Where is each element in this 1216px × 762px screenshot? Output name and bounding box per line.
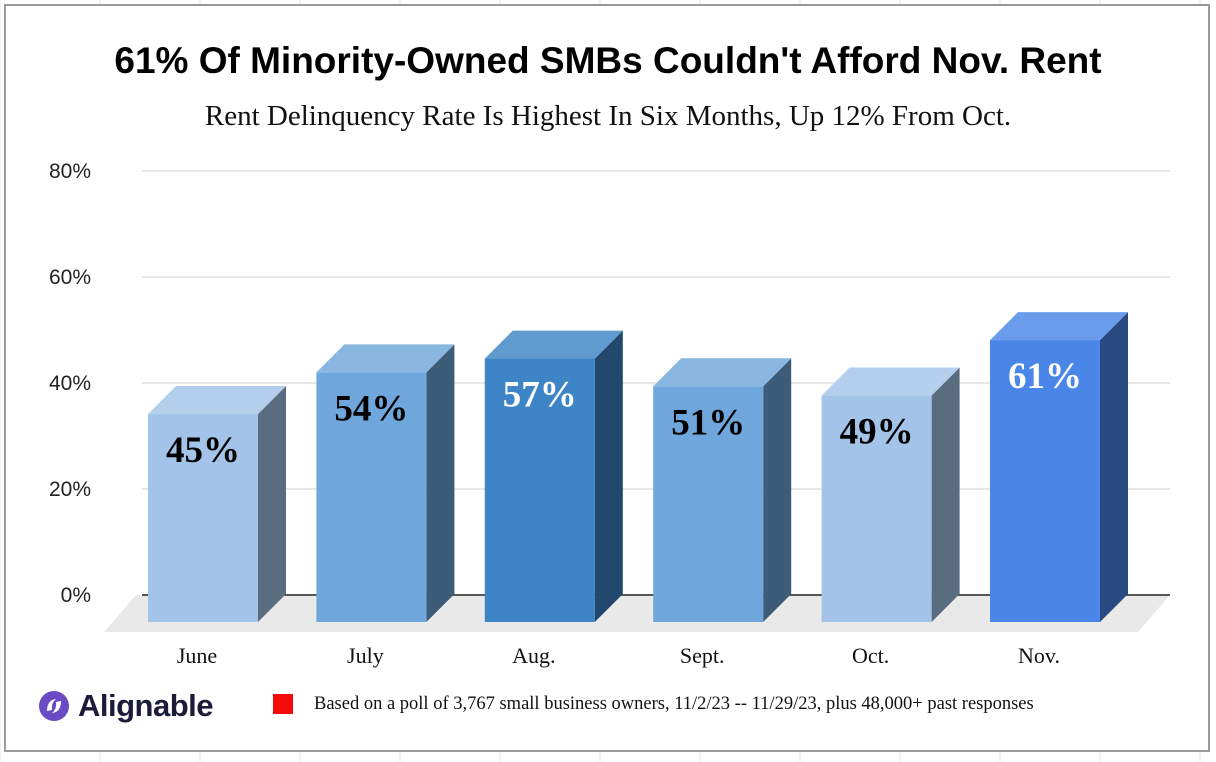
x-tick-label: Oct. [852,643,889,668]
alignable-logo-icon [39,691,69,721]
bar-top [821,367,960,396]
x-tick-label: Sept. [680,643,725,668]
alignable-logo-text: Alignable [78,688,214,723]
data-label: 54% [334,388,408,429]
bar-side [763,358,792,622]
data-label: 57% [503,375,577,416]
bar-side [594,330,623,622]
data-label: 61% [1008,356,1082,397]
bar [484,358,595,622]
y-tick-label: 40% [49,372,91,395]
bar-side [426,344,455,622]
footnote-swatch [273,694,293,714]
bar [148,414,258,622]
bar-top [990,312,1128,341]
x-tick-label: June [177,643,217,668]
alignable-logo: Alignable [38,686,214,726]
y-tick-label: 60% [49,266,91,289]
bar-side [258,386,286,622]
y-tick-label: 20% [49,478,91,501]
footnote-text: Based on a poll of 3,767 small business … [314,693,1034,714]
bar-side [1100,312,1128,622]
y-tick-label: 80% [49,160,91,183]
chart-subtitle: Rent Delinquency Rate Is Highest In Six … [204,100,1012,132]
x-tick-label: Aug. [512,643,555,668]
footnote: Based on a poll of 3,767 small business … [273,692,1034,716]
y-tick-label: 0% [61,584,91,607]
data-label: 49% [840,412,914,453]
chart-title: 61% Of Minority-Owned SMBs Couldn't Affo… [114,40,1102,81]
bar [653,386,764,622]
bar-top [653,358,792,387]
x-tick-label: July [347,643,384,668]
bar [316,372,427,622]
bar [990,340,1100,622]
data-label: 45% [166,430,240,471]
data-label: 51% [671,402,745,443]
bar [821,395,932,622]
bar-top [148,386,286,415]
bar-side [931,367,960,622]
x-tick-label: Nov. [1018,643,1060,668]
bar-top [484,330,623,359]
bar-top [316,344,455,373]
